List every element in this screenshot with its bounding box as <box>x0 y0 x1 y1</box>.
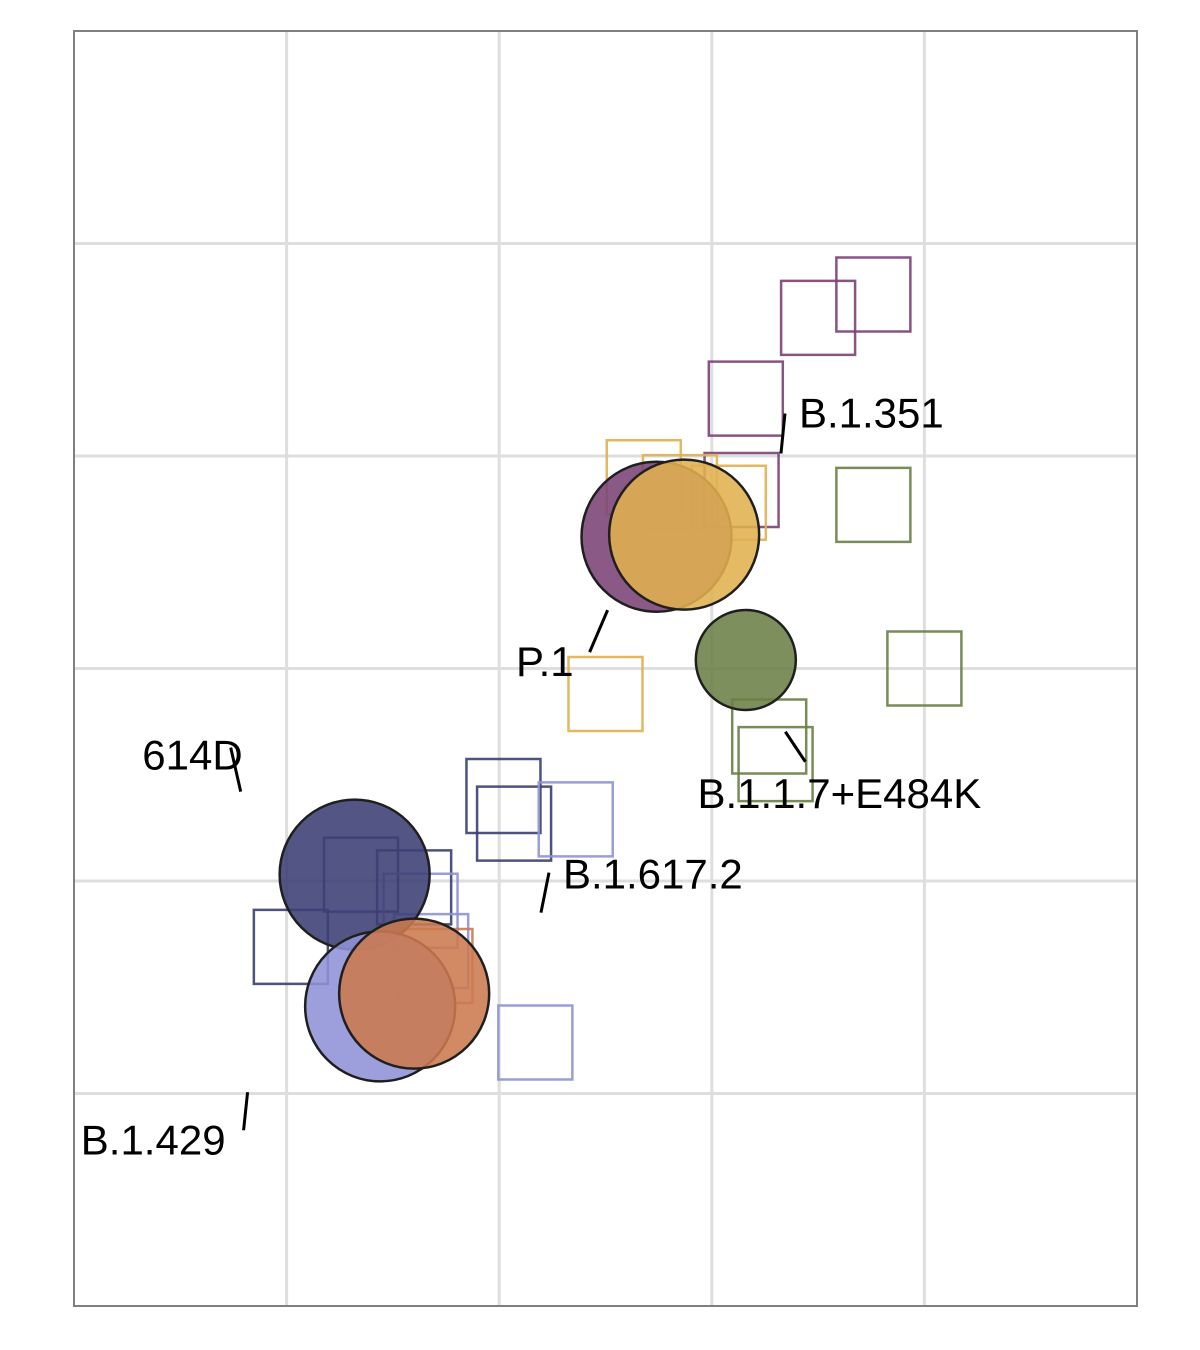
serum-square-p-1-4 <box>567 655 644 733</box>
serum-square-b-1-1-7-e484k-1 <box>835 466 912 544</box>
antigen-circles <box>278 458 798 1083</box>
variant-label-b-1-1-7-e484k: B.1.1.7+E484K <box>697 770 981 817</box>
variant-labels: 614D B.1.429 B.1.617.2 B.1.351 P.1 B.1.1.7+E4… <box>81 390 981 1164</box>
label-leader-b-1-351 <box>779 413 787 454</box>
serum-square-b-1-351-1 <box>779 279 857 357</box>
plot-border <box>73 30 1138 1307</box>
serum-square-b-1-429-3 <box>497 1004 574 1081</box>
variant-label-b-1-351: B.1.351 <box>799 390 944 437</box>
label-leader-614d <box>229 747 243 792</box>
label-leader-b-1-1-7-e484k <box>784 730 807 763</box>
variant-label-614d: 614D <box>142 732 242 779</box>
serum-square-614d-4 <box>475 785 553 862</box>
label-leader-b-1-429 <box>242 1092 250 1131</box>
serum-square-614d-3 <box>465 757 542 835</box>
variant-label-p-1: P.1 <box>516 638 574 685</box>
antigen-point-b-1-1-7-e484k <box>694 608 798 712</box>
serum-square-b-1-1-7-e484k-4 <box>737 725 814 803</box>
serum-square-b-1-351-3 <box>707 360 785 437</box>
antigen-point-p-1 <box>607 458 761 611</box>
antigen-point-b-1-617-2 <box>337 917 491 1070</box>
label-leader-b-1-617-2 <box>539 872 551 913</box>
serum-square-b-1-429-1 <box>537 781 614 858</box>
serum-square-b-1-1-7-e484k-2 <box>886 630 963 707</box>
variant-label-b-1-429: B.1.429 <box>81 1116 226 1163</box>
serum-square-b-1-351-2 <box>835 256 912 333</box>
label-leader-p-1 <box>588 609 609 653</box>
variant-label-b-1-617-2: B.1.617.2 <box>563 851 743 898</box>
